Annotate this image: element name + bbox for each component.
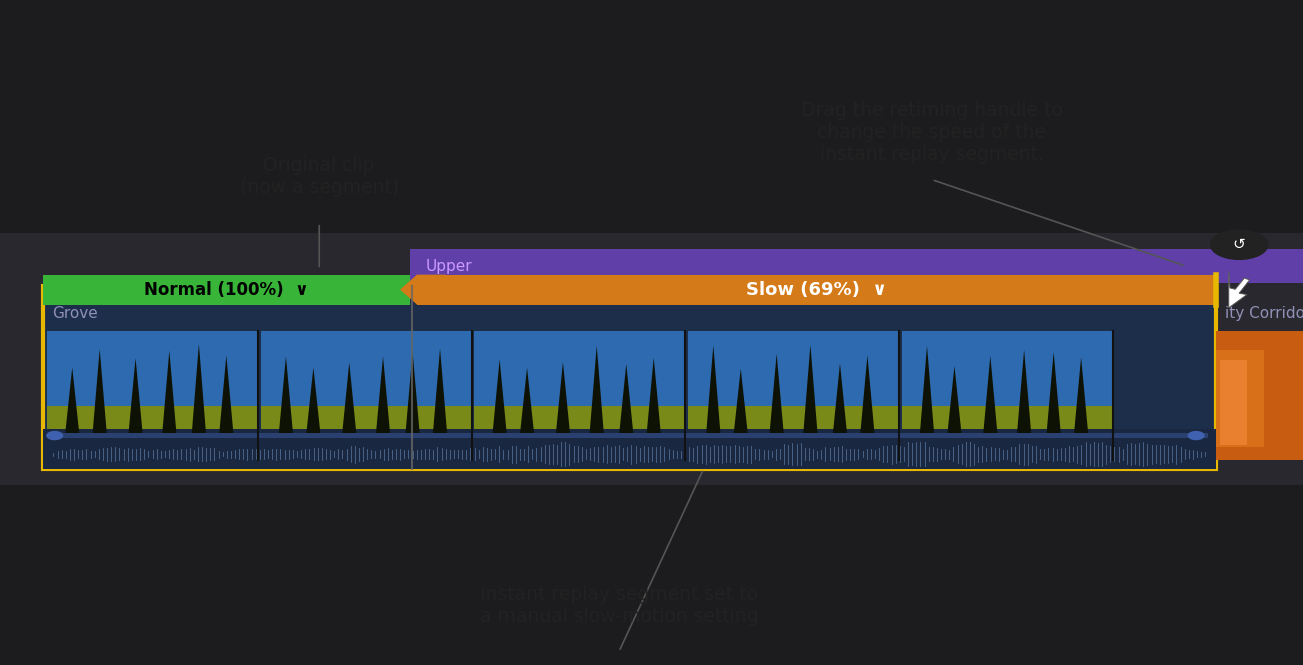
- FancyBboxPatch shape: [474, 406, 685, 460]
- Text: Instant replay segment set to
a manual slow-motion setting: Instant replay segment set to a manual s…: [480, 585, 758, 626]
- Polygon shape: [1016, 350, 1032, 437]
- FancyBboxPatch shape: [0, 233, 1303, 485]
- Polygon shape: [128, 358, 143, 437]
- Text: Original clip
(now a segment): Original clip (now a segment): [240, 156, 399, 197]
- FancyBboxPatch shape: [688, 432, 899, 460]
- Polygon shape: [93, 349, 107, 437]
- FancyBboxPatch shape: [47, 406, 258, 460]
- Polygon shape: [1074, 357, 1088, 437]
- Polygon shape: [769, 354, 784, 437]
- Polygon shape: [65, 368, 79, 437]
- Polygon shape: [646, 358, 661, 437]
- Polygon shape: [619, 364, 633, 437]
- FancyBboxPatch shape: [261, 331, 472, 406]
- Circle shape: [1188, 432, 1204, 440]
- Text: Upper: Upper: [426, 259, 473, 273]
- Text: ity Corridor: ity Corridor: [1225, 307, 1303, 321]
- Polygon shape: [555, 362, 571, 437]
- FancyBboxPatch shape: [902, 406, 1113, 460]
- Polygon shape: [803, 344, 818, 437]
- Polygon shape: [1229, 271, 1250, 308]
- Circle shape: [47, 432, 63, 440]
- Polygon shape: [219, 355, 233, 437]
- Text: Normal (100%)  ∨: Normal (100%) ∨: [145, 281, 309, 299]
- Polygon shape: [162, 350, 177, 437]
- Polygon shape: [734, 369, 748, 437]
- Text: Grove: Grove: [52, 307, 98, 321]
- FancyBboxPatch shape: [474, 331, 685, 406]
- FancyBboxPatch shape: [902, 331, 1113, 406]
- Polygon shape: [433, 348, 447, 437]
- Polygon shape: [306, 368, 321, 437]
- FancyBboxPatch shape: [410, 249, 1303, 283]
- FancyBboxPatch shape: [47, 331, 258, 406]
- FancyBboxPatch shape: [43, 429, 1216, 469]
- Polygon shape: [405, 352, 420, 437]
- FancyBboxPatch shape: [261, 432, 472, 460]
- Text: ↺: ↺: [1233, 237, 1246, 252]
- FancyBboxPatch shape: [902, 432, 1113, 460]
- FancyBboxPatch shape: [417, 275, 1216, 305]
- Polygon shape: [279, 356, 293, 437]
- Text: Drag the retiming handle to
change the speed of the
instant replay segment.: Drag the retiming handle to change the s…: [801, 102, 1062, 164]
- Polygon shape: [589, 346, 605, 437]
- Polygon shape: [341, 362, 357, 437]
- FancyBboxPatch shape: [43, 286, 1216, 469]
- FancyBboxPatch shape: [43, 275, 410, 305]
- Polygon shape: [833, 364, 847, 437]
- FancyBboxPatch shape: [1216, 350, 1264, 447]
- FancyBboxPatch shape: [474, 432, 685, 460]
- FancyBboxPatch shape: [1216, 331, 1303, 460]
- Polygon shape: [1046, 352, 1061, 437]
- Polygon shape: [920, 346, 934, 437]
- Circle shape: [1210, 230, 1268, 259]
- Text: Slow (69%)  ∨: Slow (69%) ∨: [745, 281, 887, 299]
- Polygon shape: [982, 356, 998, 437]
- Polygon shape: [192, 344, 206, 437]
- Polygon shape: [706, 345, 721, 437]
- FancyBboxPatch shape: [688, 331, 899, 406]
- Polygon shape: [947, 366, 962, 437]
- FancyBboxPatch shape: [1220, 360, 1247, 445]
- Polygon shape: [400, 275, 446, 305]
- FancyBboxPatch shape: [47, 432, 258, 460]
- FancyBboxPatch shape: [51, 433, 1208, 438]
- FancyBboxPatch shape: [261, 406, 472, 460]
- Polygon shape: [520, 368, 534, 437]
- Polygon shape: [493, 360, 507, 437]
- Polygon shape: [860, 355, 874, 437]
- FancyBboxPatch shape: [688, 406, 899, 460]
- Polygon shape: [375, 356, 391, 437]
